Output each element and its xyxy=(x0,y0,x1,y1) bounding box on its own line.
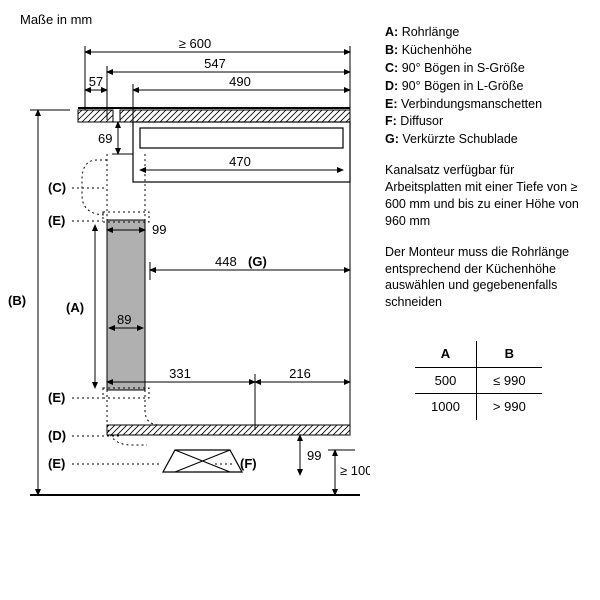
dimension-table: A B 500 ≤ 990 1000 > 990 xyxy=(415,341,542,420)
legend-c: C: 90° Bögen in S-Größe xyxy=(385,60,585,77)
label-e3: (E) xyxy=(48,456,65,471)
dim-490: 490 xyxy=(229,74,251,89)
dim-99b: 99 xyxy=(307,448,321,463)
th-a: A xyxy=(415,341,476,367)
dim-216: 216 xyxy=(289,366,311,381)
dim-99a: 99 xyxy=(152,222,166,237)
label-f: (F) xyxy=(240,456,257,471)
dim-100: ≥ 100 xyxy=(340,463,370,478)
label-b: (B) xyxy=(8,293,26,308)
paragraph-1: Kanalsatz verfügbar für Arbeitsplatten m… xyxy=(385,162,585,230)
label-a: (A) xyxy=(66,300,84,315)
legend-d: D: 90° Bögen in L-Größe xyxy=(385,78,585,95)
right-column: A: Rohrlänge B: Küchenhöhe C: 90° Bögen … xyxy=(385,24,585,420)
label-d: (D) xyxy=(48,428,66,443)
dim-331: 331 xyxy=(169,366,191,381)
legend-g: G: Verkürzte Schublade xyxy=(385,131,585,148)
technical-drawing: (B) ≥ 600 547 57 490 470 69 99 89 (A) xyxy=(0,30,370,550)
legend-e: E: Verbindungsmanschetten xyxy=(385,96,585,113)
dim-69: 69 xyxy=(98,131,112,146)
dim-448: 448 xyxy=(215,254,237,269)
paragraph-2: Der Monteur muss die Rohrlänge entsprech… xyxy=(385,244,585,312)
dim-89: 89 xyxy=(117,312,131,327)
label-g: (G) xyxy=(248,254,267,269)
legend-b: B: Küchenhöhe xyxy=(385,42,585,59)
dim-547: 547 xyxy=(204,56,226,71)
page-title: Maße in mm xyxy=(20,12,92,27)
th-b: B xyxy=(476,341,541,367)
legend-a: A: Rohrlänge xyxy=(385,24,585,41)
legend-f: F: Diffusor xyxy=(385,113,585,130)
dim-57: 57 xyxy=(89,74,103,89)
dim-600: ≥ 600 xyxy=(179,36,211,51)
label-c: (C) xyxy=(48,180,66,195)
label-e1: (E) xyxy=(48,213,65,228)
table-row: 500 ≤ 990 xyxy=(415,367,542,394)
table-row: 1000 > 990 xyxy=(415,394,542,420)
label-e2: (E) xyxy=(48,390,65,405)
dim-470: 470 xyxy=(229,154,251,169)
